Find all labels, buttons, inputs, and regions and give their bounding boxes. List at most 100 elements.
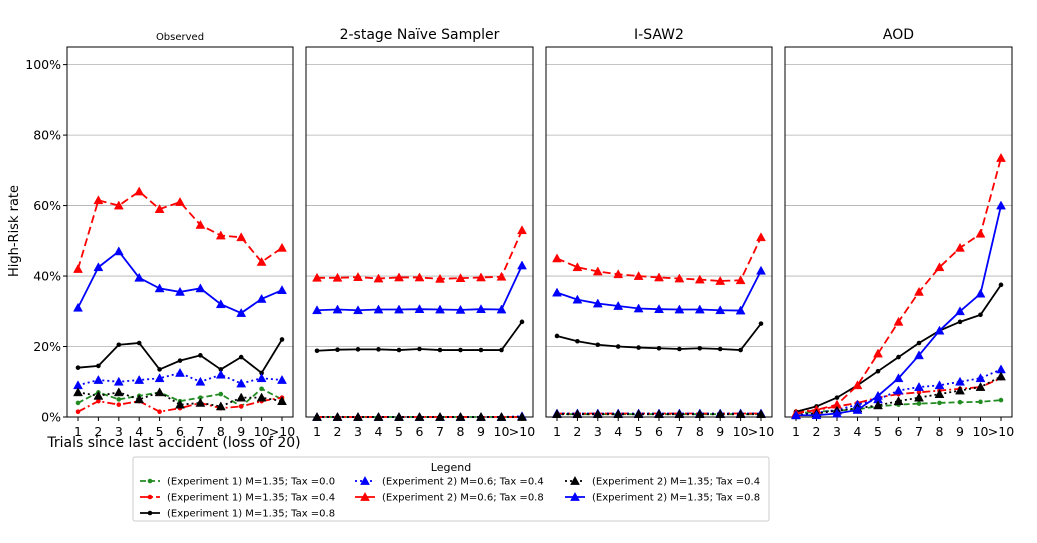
data-point bbox=[236, 378, 247, 388]
panel-1: Observed 0% 20% 40% 60% 80% 100% 1 2 3 4 5 6 7 8 9 10 >10 bbox=[25, 32, 295, 439]
data-point bbox=[478, 347, 484, 353]
data-point bbox=[279, 337, 285, 342]
series-3 bbox=[75, 337, 285, 376]
data-point bbox=[914, 350, 924, 360]
data-point bbox=[458, 347, 463, 353]
panel-title: I-SAW2 bbox=[634, 27, 684, 43]
data-point bbox=[332, 272, 343, 282]
data-point bbox=[75, 400, 81, 406]
data-point bbox=[154, 387, 165, 397]
x-tick-label: 6 bbox=[176, 424, 184, 439]
data-point bbox=[417, 346, 422, 352]
data-point bbox=[715, 275, 726, 285]
data-point bbox=[998, 282, 1004, 288]
data-point bbox=[615, 344, 621, 349]
data-point bbox=[455, 304, 466, 314]
data-point bbox=[654, 409, 664, 419]
data-point bbox=[875, 368, 881, 374]
x-tick-label: 4 bbox=[854, 424, 862, 439]
data-point bbox=[674, 304, 685, 314]
x-tick-label: 6 bbox=[895, 424, 903, 439]
data-point bbox=[893, 316, 904, 326]
data-point bbox=[756, 265, 766, 275]
data-point bbox=[914, 286, 924, 296]
data-point bbox=[996, 152, 1006, 162]
data-point bbox=[236, 308, 247, 317]
data-point bbox=[116, 397, 122, 402]
x-tick-label: 5 bbox=[156, 424, 164, 439]
data-point bbox=[256, 373, 267, 383]
series-line bbox=[317, 229, 523, 280]
data-point bbox=[113, 376, 124, 386]
data-point bbox=[592, 409, 603, 419]
data-point bbox=[238, 404, 244, 409]
legend-label: (Experiment 2) M=1.35; Tax =0.4 bbox=[592, 477, 760, 488]
data-point bbox=[873, 348, 883, 358]
series-7 bbox=[791, 200, 1006, 420]
data-point bbox=[394, 304, 404, 314]
data-point bbox=[373, 411, 384, 421]
data-point bbox=[873, 400, 883, 410]
legend-label: (Experiment 2) M=0.6; Tax =0.8 bbox=[382, 493, 544, 504]
data-point bbox=[177, 358, 183, 363]
data-point bbox=[113, 200, 124, 210]
data-point bbox=[455, 273, 466, 283]
x-tick-label: >10 bbox=[748, 424, 774, 439]
panel-3: I-SAW2 1 2 3 4 5 6 7 8 9 10 >10 bbox=[545, 27, 774, 439]
data-point bbox=[834, 395, 840, 400]
data-point bbox=[73, 263, 83, 273]
data-point bbox=[832, 408, 842, 418]
series-line bbox=[316, 265, 523, 312]
data-point bbox=[975, 288, 986, 298]
data-point bbox=[916, 340, 922, 346]
x-tick-label: 4 bbox=[614, 424, 622, 439]
data-point bbox=[572, 262, 583, 272]
data-point bbox=[916, 401, 922, 406]
data-point bbox=[613, 269, 624, 279]
legend-label: (Experiment 2) M=1.35; Tax =0.8 bbox=[592, 493, 760, 504]
data-point bbox=[996, 371, 1006, 381]
x-tick-label: 10 bbox=[733, 424, 749, 439]
data-point bbox=[934, 262, 945, 272]
legend-frame bbox=[132, 456, 770, 522]
series-7 bbox=[73, 246, 287, 317]
data-point bbox=[116, 402, 122, 407]
data-point bbox=[175, 286, 185, 296]
data-point bbox=[656, 345, 662, 351]
data-point bbox=[277, 285, 287, 294]
legend-marker bbox=[147, 494, 153, 500]
panel-4: AOD 1 2 3 4 5 6 7 8 9 10 >10 bbox=[784, 27, 1014, 439]
legend-entry: (Experiment 1) M=1.35; Tax =0.4 bbox=[140, 493, 335, 504]
data-point bbox=[654, 304, 664, 314]
data-point bbox=[75, 365, 81, 370]
data-point bbox=[134, 272, 145, 282]
data-point bbox=[633, 271, 644, 280]
x-tick-label: 5 bbox=[395, 424, 403, 439]
data-point bbox=[694, 304, 705, 314]
data-point bbox=[154, 283, 165, 293]
data-point bbox=[256, 256, 267, 266]
x-tick-label: >10 bbox=[509, 424, 535, 439]
data-point bbox=[136, 340, 142, 346]
data-point bbox=[955, 376, 965, 386]
data-point bbox=[134, 374, 145, 384]
series-5 bbox=[552, 232, 766, 285]
data-point bbox=[332, 411, 343, 421]
y-tick-label: 80% bbox=[33, 128, 61, 143]
x-tick-label: 3 bbox=[115, 424, 123, 439]
data-point bbox=[355, 347, 361, 352]
data-point bbox=[592, 266, 603, 276]
data-point bbox=[277, 374, 287, 384]
data-point bbox=[93, 374, 104, 384]
legend-label: (Experiment 2) M=0.6; Tax =0.4 bbox=[382, 477, 544, 488]
data-point bbox=[96, 363, 101, 369]
x-tick-label: 10 bbox=[254, 424, 270, 439]
x-tick-label: 7 bbox=[915, 424, 923, 439]
data-point bbox=[955, 242, 965, 252]
data-point bbox=[934, 389, 945, 398]
data-point bbox=[476, 411, 486, 421]
data-point bbox=[552, 287, 562, 297]
data-point bbox=[75, 409, 81, 415]
x-tick-label: 1 bbox=[74, 424, 82, 439]
data-point bbox=[738, 347, 743, 353]
